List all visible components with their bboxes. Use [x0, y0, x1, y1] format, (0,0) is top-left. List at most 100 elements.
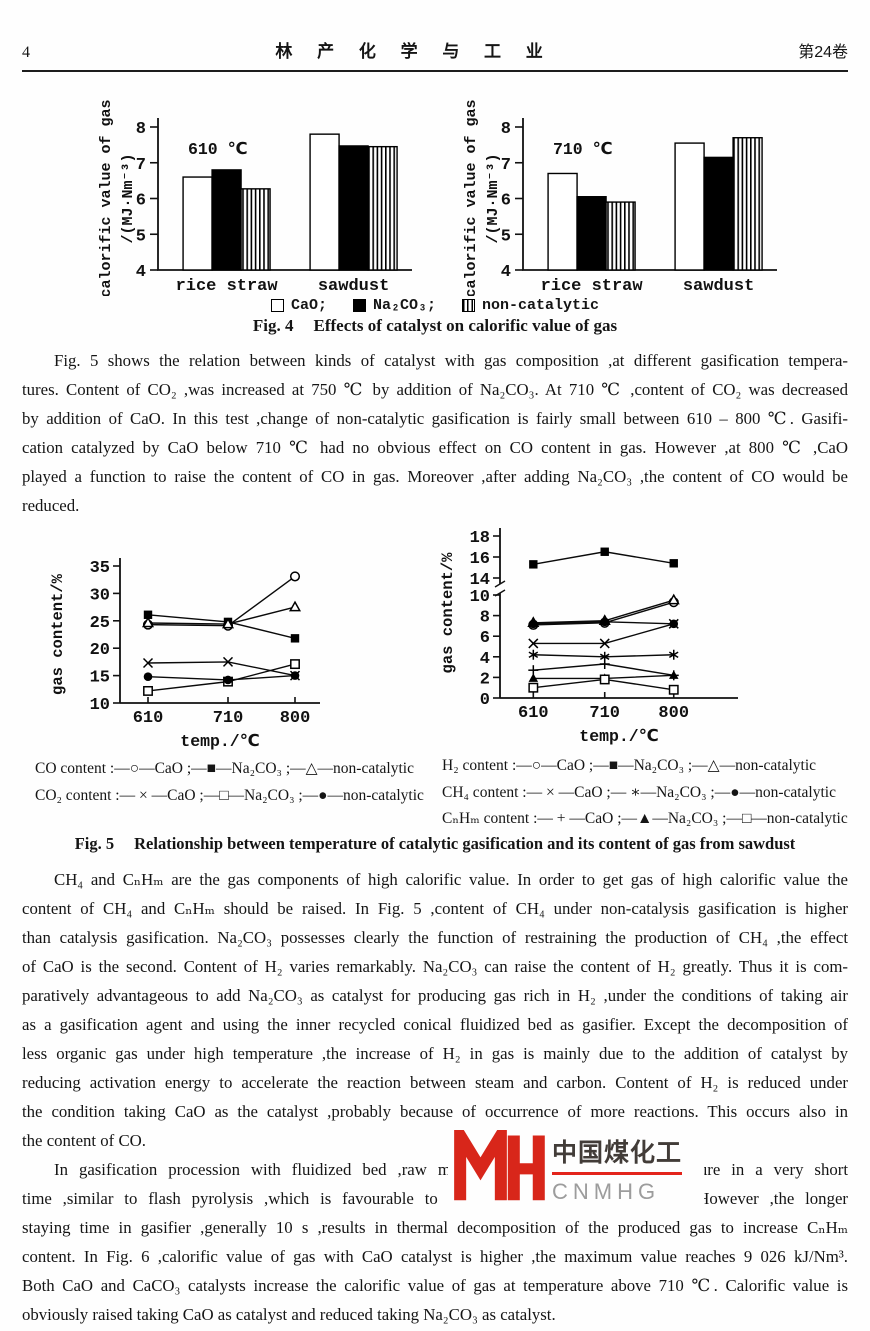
text-line: cation catalyzed by CaO below 710 ℃ had …: [22, 438, 848, 457]
watermark-latin-text: CNMHG: [552, 1179, 661, 1204]
svg-text:610: 610: [518, 704, 549, 723]
text-line: less organic gas under high temperature …: [22, 1044, 848, 1063]
svg-text:rice straw: rice straw: [541, 277, 644, 296]
text-line: reducing activation energy to accelerate…: [22, 1073, 848, 1092]
svg-text:8: 8: [136, 120, 146, 139]
text-line: of CaO is the second. Content of H₂ vari…: [22, 957, 848, 976]
text-line: Fig. 5 shows the relation between kinds …: [54, 351, 848, 370]
cnmhg-logo-icon: [454, 1130, 545, 1201]
fig4-bar-chart-710: 4 5 6 7 8 rice straw sawdust 710 ℃ calorific val…: [463, 99, 777, 296]
svg-text:5: 5: [501, 227, 511, 246]
svg-text:gas content/%: gas content/%: [439, 552, 457, 674]
legend-label: CaO;: [290, 297, 327, 314]
svg-text:/(MJ·Nm⁻³): /(MJ·Nm⁻³): [120, 153, 137, 243]
na2co3-swatch-icon: [352, 299, 366, 312]
fig5-line-chart-co: 10 15 20 25 30 35 610 710 800 temp./℃ gas content/…: [49, 558, 320, 751]
fig4-bar-chart-610: 4 5 6 7 8 rice straw sawdust 610 ℃ calorific val…: [98, 99, 412, 296]
fig5-caption-text: Relationship between temperature of cata…: [134, 834, 796, 853]
text-line: CH₄ and CₙHₘ are the gas components of h…: [54, 870, 848, 889]
paragraph-3: In gasification procession with fluidize…: [22, 1155, 848, 1329]
svg-text:4: 4: [501, 263, 511, 282]
legend-item-noncatalytic: non-catalytic: [462, 297, 599, 314]
svg-text:800: 800: [658, 704, 689, 723]
svg-text:800: 800: [280, 709, 311, 728]
svg-text:710: 710: [589, 704, 620, 723]
fig4-legend: CaO; Na₂CO₃; non-catalytic: [0, 297, 870, 314]
text-line: obviously raised taking CaO as catalyst …: [22, 1305, 556, 1324]
paragraph-2: CH₄ and CₙHₘ are the gas components of h…: [22, 865, 848, 1155]
fig4-caption: Fig. 4 Effects of catalyst on calorific v…: [0, 316, 870, 336]
svg-text:/(MJ·Nm⁻³): /(MJ·Nm⁻³): [485, 153, 502, 243]
svg-text:rice straw: rice straw: [176, 277, 279, 296]
watermark-text-block: 中国煤化工 CNMHG: [552, 1133, 682, 1205]
svg-text:sawdust: sawdust: [683, 277, 754, 296]
svg-text:4: 4: [480, 650, 490, 669]
svg-text:35: 35: [90, 559, 110, 578]
page-number: 4: [22, 44, 30, 61]
text-line: staying time in gasifier ,generally 10 s…: [22, 1218, 848, 1237]
svg-text:16: 16: [470, 550, 490, 569]
svg-text:sawdust: sawdust: [318, 277, 389, 296]
svg-text:6: 6: [480, 629, 490, 648]
text-line: paratively advantageous to add Na₂CO₃ as…: [22, 986, 848, 1005]
watermark-underline: [552, 1172, 682, 1175]
fig5-caption: Fig. 5 Relationship between temperature o…: [0, 834, 870, 854]
text-line: reduced.: [22, 496, 80, 515]
svg-text:18: 18: [470, 529, 490, 548]
svg-text:20: 20: [90, 641, 110, 660]
text-line: as a gasification agent and using the in…: [22, 1015, 848, 1034]
text-line: time ,similar to flash pyrolysis ,which …: [22, 1189, 848, 1208]
fig5-caption-label: Fig. 5: [74, 834, 115, 853]
svg-text:gas content/%: gas content/%: [49, 573, 67, 695]
svg-text:8: 8: [501, 120, 511, 139]
legend-row: CH₄ content :— × —CaO ;— ∗—Na₂CO₃ ;—●—no…: [442, 783, 836, 801]
text-line: content. In Fig. 6 ,calorific value of g…: [22, 1247, 848, 1266]
svg-text:610 ℃: 610 ℃: [188, 140, 248, 159]
watermark-cn-text: 中国煤化工: [552, 1139, 683, 1167]
text-line: than catalysis gasification. Na₂CO₃ poss…: [22, 928, 848, 947]
legend-label: non-catalytic: [482, 297, 600, 314]
text-line: tures. Content of CO₂ ,was increased at …: [22, 380, 848, 399]
svg-text:14: 14: [470, 571, 490, 590]
text-line: the condition taking CaO as the catalyst…: [22, 1102, 848, 1121]
svg-text:calorific value of gas: calorific value of gas: [463, 99, 480, 296]
cnmhg-watermark: 中国煤化工 CNMHG: [448, 1125, 704, 1209]
non-catalytic-swatch-icon: [462, 299, 475, 312]
svg-text:710: 710: [213, 709, 244, 728]
svg-text:7: 7: [136, 156, 146, 175]
svg-text:6: 6: [136, 192, 146, 211]
legend-row: CO content :—○—CaO ;—■—Na₂CO₃ ;—△—non-ca…: [35, 760, 414, 777]
svg-text:4: 4: [136, 263, 146, 282]
text-line: by addition of CaO. In this test ,change…: [22, 409, 848, 428]
svg-text:6: 6: [501, 192, 511, 211]
journal-title: 林 产 化 学 与 工 业: [275, 42, 553, 61]
svg-text:8: 8: [480, 609, 490, 628]
fig5-legend-right: H₂ content :—○—CaO ;—■—Na₂CO₃ ;—△—non-ca…: [442, 753, 848, 833]
paragraph-1: Fig. 5 shows the relation between kinds …: [22, 346, 848, 520]
page-header: 4 林 产 化 学 与 工 业 第24卷: [22, 0, 848, 72]
text-line: Both CaO and CaCO₃ catalysts increase th…: [22, 1276, 848, 1295]
svg-text:25: 25: [90, 614, 110, 633]
svg-text:30: 30: [90, 586, 110, 605]
svg-text:7: 7: [501, 156, 511, 175]
legend-row: CₙHₘ content :— + —CaO ;—▲—Na₂CO₃ ;—□—no…: [442, 810, 848, 827]
legend-item-na2co3: Na₂CO₃;: [352, 297, 436, 314]
svg-text:15: 15: [90, 669, 110, 688]
fig4-caption-label: Fig. 4: [252, 316, 294, 335]
cao-swatch-icon: [270, 299, 284, 312]
legend-item-cao: CaO;: [270, 297, 327, 314]
text-line: In gasification procession with fluidize…: [54, 1160, 848, 1179]
svg-text:610: 610: [133, 709, 164, 728]
svg-text:temp./℃: temp./℃: [579, 727, 658, 746]
legend-label: Na₂CO₃;: [372, 297, 436, 314]
legend-row: CO₂ content :— × —CaO ;—□—Na₂CO₃ ;—●—non…: [35, 786, 424, 804]
fig4-caption-text: Effects of catalyst on calorific value o…: [313, 316, 618, 335]
svg-text:calorific value of gas: calorific value of gas: [98, 99, 115, 296]
svg-text:temp./℃: temp./℃: [180, 732, 259, 751]
fig5-legend-left: CO content :—○—CaO ;—■—Na₂CO₃ ;—△—non-ca…: [35, 756, 424, 809]
text-line: the content of CO.: [22, 1131, 146, 1150]
svg-text:10: 10: [90, 696, 110, 715]
svg-text:10: 10: [470, 588, 490, 607]
